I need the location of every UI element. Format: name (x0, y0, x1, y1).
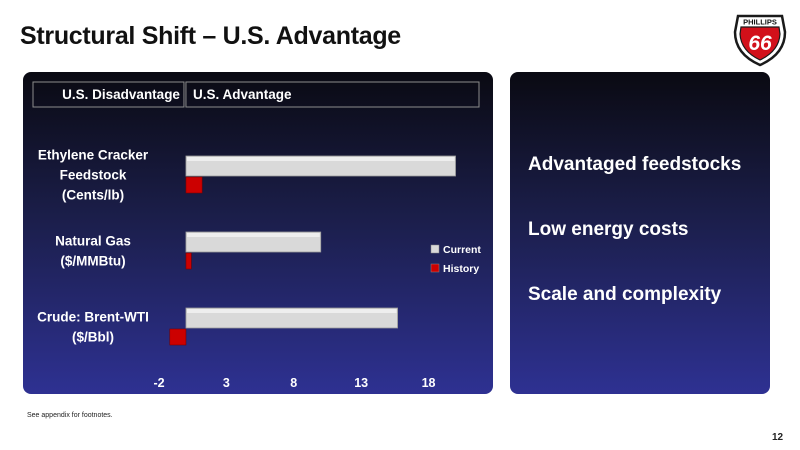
side-item-energy: Low energy costs (528, 219, 689, 240)
legend-label-0: Current (443, 244, 481, 256)
x-tick-label-4: 18 (422, 376, 436, 390)
header-disadvantage-box (32, 81, 185, 108)
category-label-2-0: Crude: Brent-WTI (37, 310, 149, 325)
category-label-0-0: Ethylene Cracker (38, 148, 149, 163)
category-label-0-1: Feedstock (60, 168, 127, 183)
category-label-0-2: (Cents/lb) (62, 188, 124, 203)
logo-number-text: 66 (748, 32, 772, 55)
header-advantage-label: U.S. Advantage (193, 87, 292, 102)
chart-panel: U.S. Disadvantage U.S. Advantage Ethylene … (23, 72, 493, 394)
phillips-66-logo: PHILLIPS 66 (733, 14, 787, 67)
legend-swatch-1 (430, 263, 440, 273)
bar-current-highlight-0 (186, 157, 455, 161)
logo-brand-text: PHILLIPS (743, 18, 777, 27)
side-item-feedstocks: Advantaged feedstocks (528, 154, 742, 175)
bar-current-highlight-1 (186, 233, 320, 237)
x-tick-label-2: 8 (290, 376, 297, 390)
x-tick-label-1: 3 (223, 376, 230, 390)
footnote: See appendix for footnotes. (27, 412, 113, 419)
page-number: 12 (772, 432, 784, 443)
header-disadvantage-label: U.S. Disadvantage (62, 87, 180, 102)
bar-chart: U.S. Disadvantage U.S. Advantage Ethylene … (32, 81, 481, 390)
side-item-scale: Scale and complexity (528, 284, 722, 305)
x-tick-label-0: -2 (153, 376, 164, 390)
category-label-1-0: Natural Gas (55, 234, 131, 249)
side-panel: Advantaged feedstocks Low energy costs S… (510, 72, 770, 394)
legend-label-1: History (443, 263, 479, 275)
category-label-2-1: ($/Bbl) (72, 330, 114, 345)
bar-history-1 (185, 252, 192, 270)
legend-swatch-0 (430, 244, 440, 254)
bar-current-highlight-2 (186, 309, 397, 313)
bar-history-0 (185, 176, 203, 194)
category-label-1-1: ($/MMBtu) (60, 254, 125, 269)
x-tick-label-3: 13 (354, 376, 368, 390)
header-advantage-box (185, 81, 480, 108)
bar-history-2 (169, 328, 187, 346)
slide-title: Structural Shift – U.S. Advantage (20, 22, 401, 50)
